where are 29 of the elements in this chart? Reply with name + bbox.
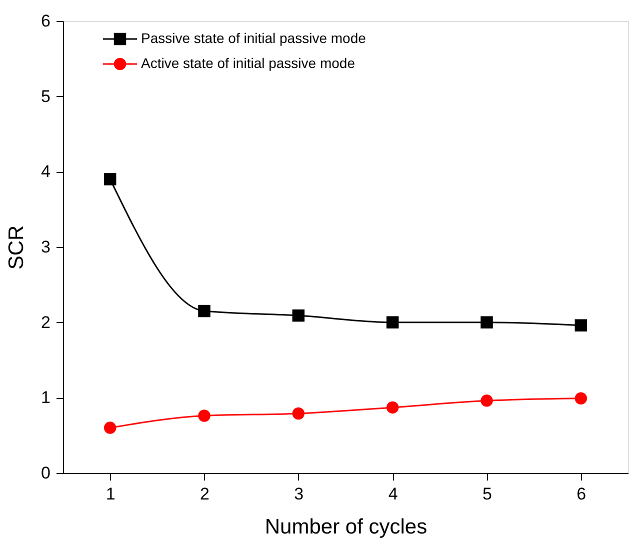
- point: [104, 422, 116, 434]
- x-tick-label: 4: [388, 484, 398, 504]
- x-tick-label: 6: [576, 484, 586, 504]
- x-axis-title: Number of cycles: [264, 516, 428, 538]
- point: [574, 392, 588, 405]
- legend-label: Active state of initial passive mode: [141, 55, 356, 71]
- point: [104, 173, 116, 186]
- point: [292, 407, 305, 420]
- point: [574, 319, 588, 332]
- point: [292, 309, 305, 322]
- point: [198, 410, 210, 422]
- y-tick-label: 1: [41, 388, 50, 408]
- y-tick-label: 3: [41, 238, 50, 256]
- x-tick-label: 5: [482, 484, 492, 504]
- y-tick-label: 5: [41, 86, 50, 106]
- y-tick-label: 0: [41, 464, 50, 482]
- x-tick-label: 2: [200, 484, 210, 504]
- y-tick-label: 6: [41, 12, 50, 30]
- x-tick-label: 3: [294, 484, 304, 504]
- point: [198, 304, 210, 318]
- legend-label: Passive state of initial passive mode: [141, 30, 366, 46]
- y-tick-label: 2: [41, 312, 50, 332]
- x-tick-label: 1: [106, 484, 116, 504]
- point: [480, 316, 493, 328]
- point: [386, 316, 399, 328]
- y-tick-label: 4: [41, 162, 50, 182]
- y-axis-title: SCR: [5, 225, 28, 270]
- point: [480, 394, 493, 407]
- point: [386, 401, 399, 414]
